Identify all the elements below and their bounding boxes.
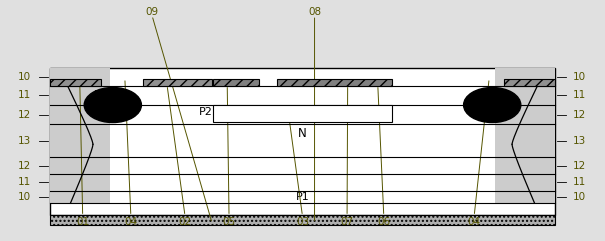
Text: 10: 10 bbox=[18, 192, 31, 202]
Text: 07: 07 bbox=[341, 217, 354, 227]
Text: 11: 11 bbox=[573, 90, 586, 100]
Bar bbox=[50, 68, 555, 214]
Bar bbox=[276, 79, 391, 86]
Text: 12: 12 bbox=[573, 161, 586, 171]
Bar bbox=[495, 68, 555, 203]
Text: P2: P2 bbox=[94, 90, 108, 100]
Bar bbox=[50, 68, 110, 203]
Text: 13: 13 bbox=[573, 136, 586, 146]
Text: 01: 01 bbox=[76, 217, 90, 227]
Text: 12: 12 bbox=[18, 161, 31, 171]
Text: 11: 11 bbox=[18, 177, 31, 187]
Text: N: N bbox=[298, 127, 307, 140]
Bar bbox=[214, 105, 391, 122]
Text: 08: 08 bbox=[308, 7, 321, 17]
Bar bbox=[50, 214, 555, 225]
Text: 11: 11 bbox=[573, 177, 586, 187]
Text: 11: 11 bbox=[18, 90, 31, 100]
Text: 13: 13 bbox=[18, 136, 31, 146]
Text: P2: P2 bbox=[199, 107, 213, 117]
Text: 04: 04 bbox=[124, 217, 137, 227]
Ellipse shape bbox=[463, 87, 521, 123]
Text: 12: 12 bbox=[573, 110, 586, 120]
Text: 10: 10 bbox=[573, 192, 586, 202]
Text: 12: 12 bbox=[18, 110, 31, 120]
Text: 10: 10 bbox=[573, 72, 586, 82]
Text: P1: P1 bbox=[296, 192, 309, 202]
Text: 02: 02 bbox=[178, 217, 192, 227]
Bar bbox=[143, 79, 212, 86]
Text: 03: 03 bbox=[296, 217, 309, 227]
Text: N+: N+ bbox=[293, 108, 312, 118]
Bar bbox=[50, 79, 101, 86]
Text: 09: 09 bbox=[145, 7, 159, 17]
Text: P2: P2 bbox=[498, 90, 512, 100]
Text: 06: 06 bbox=[378, 217, 390, 227]
Bar bbox=[504, 79, 555, 86]
Ellipse shape bbox=[84, 87, 142, 123]
Text: 04: 04 bbox=[468, 217, 481, 227]
Text: 10: 10 bbox=[18, 72, 31, 82]
Text: 05: 05 bbox=[223, 217, 235, 227]
Bar bbox=[214, 79, 258, 86]
